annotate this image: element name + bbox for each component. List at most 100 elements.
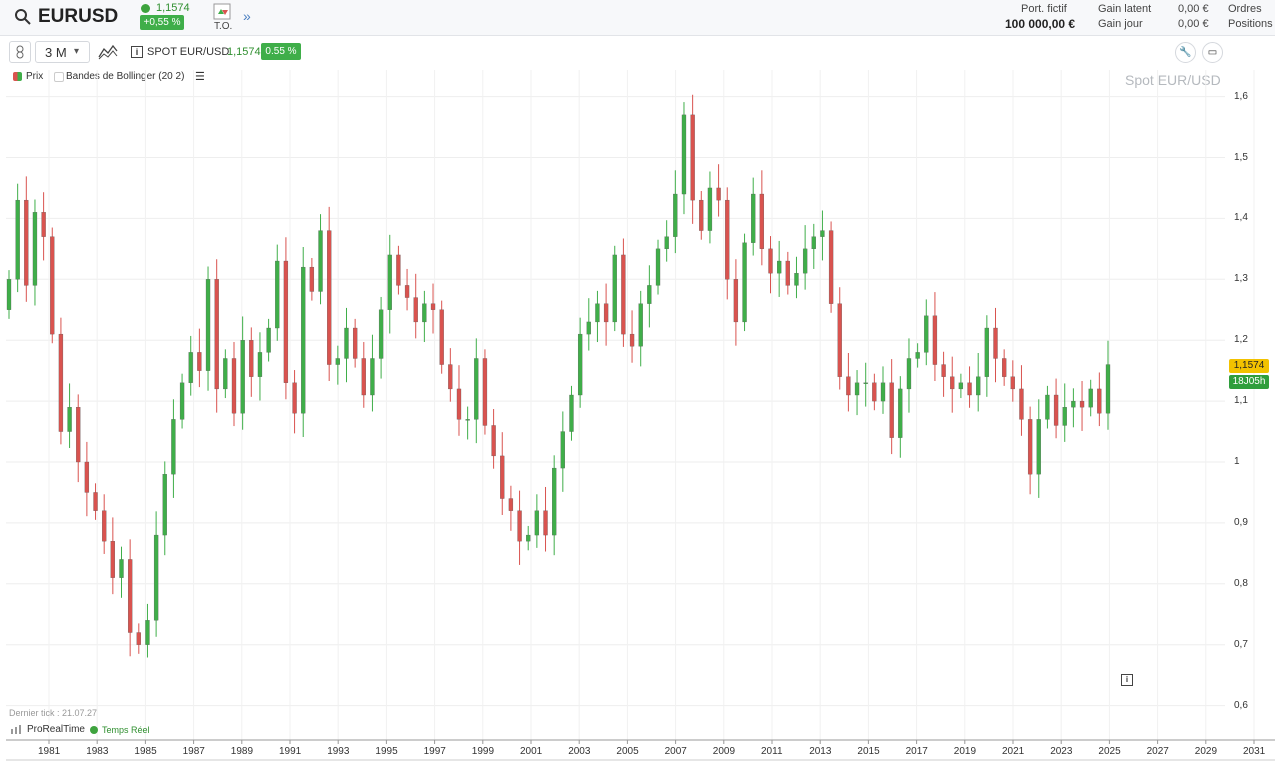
bollinger-legend-label[interactable]: Bandes de Bollinger (20 2) xyxy=(66,71,185,82)
candle-body xyxy=(283,260,289,383)
candle-body xyxy=(205,279,211,371)
candle-body xyxy=(318,230,323,292)
candle-body xyxy=(924,315,929,353)
trading-order-icon[interactable] xyxy=(213,3,231,20)
candle-body xyxy=(638,303,643,347)
candle-body xyxy=(1079,400,1085,408)
candle-body xyxy=(491,425,496,457)
top-bar xyxy=(0,0,1275,36)
x-tick-label: 2015 xyxy=(857,746,880,757)
candle-body xyxy=(32,212,38,286)
candle-body xyxy=(6,279,12,310)
x-tick-label: 1985 xyxy=(134,746,157,757)
last-tick: Dernier tick : 21.07.27 xyxy=(9,708,98,718)
x-tick-label: 1999 xyxy=(471,746,495,757)
x-tick-label: 1981 xyxy=(38,746,61,757)
candle-body xyxy=(517,510,522,542)
trading-order-label[interactable]: T.O. xyxy=(214,21,233,32)
gain-latent-value: 0,00 € xyxy=(1178,3,1209,15)
candle-body xyxy=(301,266,306,414)
candle-body xyxy=(361,358,366,396)
candle-body xyxy=(249,340,254,377)
candle-body xyxy=(1097,388,1102,414)
candle-body xyxy=(231,358,237,414)
y-tick-label: 0,8 xyxy=(1234,577,1248,589)
y-tick-label: 1,2 xyxy=(1234,334,1248,346)
candle-body xyxy=(119,559,124,578)
candle-body xyxy=(690,114,695,201)
candle-body xyxy=(621,254,626,335)
candle-body xyxy=(586,321,591,335)
x-tick-label: 1993 xyxy=(327,746,350,757)
candle-body xyxy=(327,230,332,365)
candle-body xyxy=(1062,407,1067,426)
candle-body xyxy=(915,352,920,359)
candle-body xyxy=(595,303,600,323)
candle-body xyxy=(1053,394,1059,426)
candle-body xyxy=(655,248,661,286)
candle-body xyxy=(352,327,358,359)
positions-link[interactable]: Positions xyxy=(1228,18,1273,30)
search-icon[interactable] xyxy=(14,8,32,26)
candle-body xyxy=(725,199,730,280)
wrench-icon[interactable]: 🔧 xyxy=(1175,42,1196,63)
candle-body xyxy=(941,364,946,377)
candle-body xyxy=(664,236,669,249)
price-legend-swatch[interactable] xyxy=(13,72,22,81)
x-tick-label: 1995 xyxy=(375,746,398,757)
candle-body xyxy=(127,559,133,633)
y-tick-label: 0,7 xyxy=(1234,638,1248,650)
y-tick-label: 1,3 xyxy=(1234,273,1248,285)
candle-body xyxy=(102,510,107,542)
orders-link[interactable]: Ordres xyxy=(1228,3,1262,15)
gain-latent-label: Gain latent xyxy=(1098,3,1152,15)
candle-body xyxy=(309,266,315,292)
window-icon[interactable]: ▭ xyxy=(1202,42,1223,63)
price-legend-label[interactable]: Prix xyxy=(26,71,44,82)
info-icon[interactable]: i xyxy=(131,46,143,58)
prorealtime-logo-icon xyxy=(11,725,21,734)
candle-body xyxy=(569,394,574,432)
candle-body xyxy=(41,212,46,237)
candle-body xyxy=(828,230,834,304)
info-icon[interactable]: i xyxy=(1121,674,1133,686)
x-tick-label: 1991 xyxy=(279,746,302,757)
candle-body xyxy=(1088,388,1093,408)
candle-body xyxy=(500,455,505,499)
change-badge: +0,55 % xyxy=(140,15,184,30)
list-icon[interactable]: ☰ xyxy=(195,71,205,83)
y-tick-label: 1,5 xyxy=(1234,151,1248,163)
timeframe-select[interactable] xyxy=(35,41,90,63)
candle-body xyxy=(508,498,514,511)
candle-body xyxy=(777,260,782,274)
candle-body xyxy=(612,254,617,323)
candle-body xyxy=(448,364,453,390)
candle-body xyxy=(526,534,531,542)
candle-body xyxy=(647,285,652,304)
candle-body xyxy=(162,474,167,536)
timeframe-label: 3 M xyxy=(45,45,67,60)
candle-body xyxy=(932,315,938,365)
indicator-icon[interactable] xyxy=(98,43,118,61)
candle-body xyxy=(430,303,436,310)
x-tick-label: 1983 xyxy=(86,746,109,757)
candle-body xyxy=(716,187,721,201)
candle-body xyxy=(603,303,609,323)
candle-body xyxy=(482,358,488,426)
candle-body xyxy=(681,114,687,195)
candle-body xyxy=(145,620,150,645)
x-tick-label: 1997 xyxy=(423,746,446,757)
candle-body xyxy=(1105,364,1111,414)
candle-body xyxy=(751,193,756,243)
realtime-label: Temps Réel xyxy=(102,725,150,735)
y-tick-label: 0,9 xyxy=(1234,516,1248,528)
symbol-title[interactable]: EURUSD xyxy=(38,6,119,27)
candle-body xyxy=(214,279,219,390)
candle-countdown-tag: 18J05h xyxy=(1229,375,1269,389)
portfolio-label: Port. fictif xyxy=(1021,3,1067,15)
candle-body xyxy=(577,333,583,396)
expand-icon[interactable]: » xyxy=(243,8,251,24)
instrument-price: 1,1574 xyxy=(227,46,261,58)
bollinger-legend-swatch[interactable] xyxy=(54,72,64,82)
